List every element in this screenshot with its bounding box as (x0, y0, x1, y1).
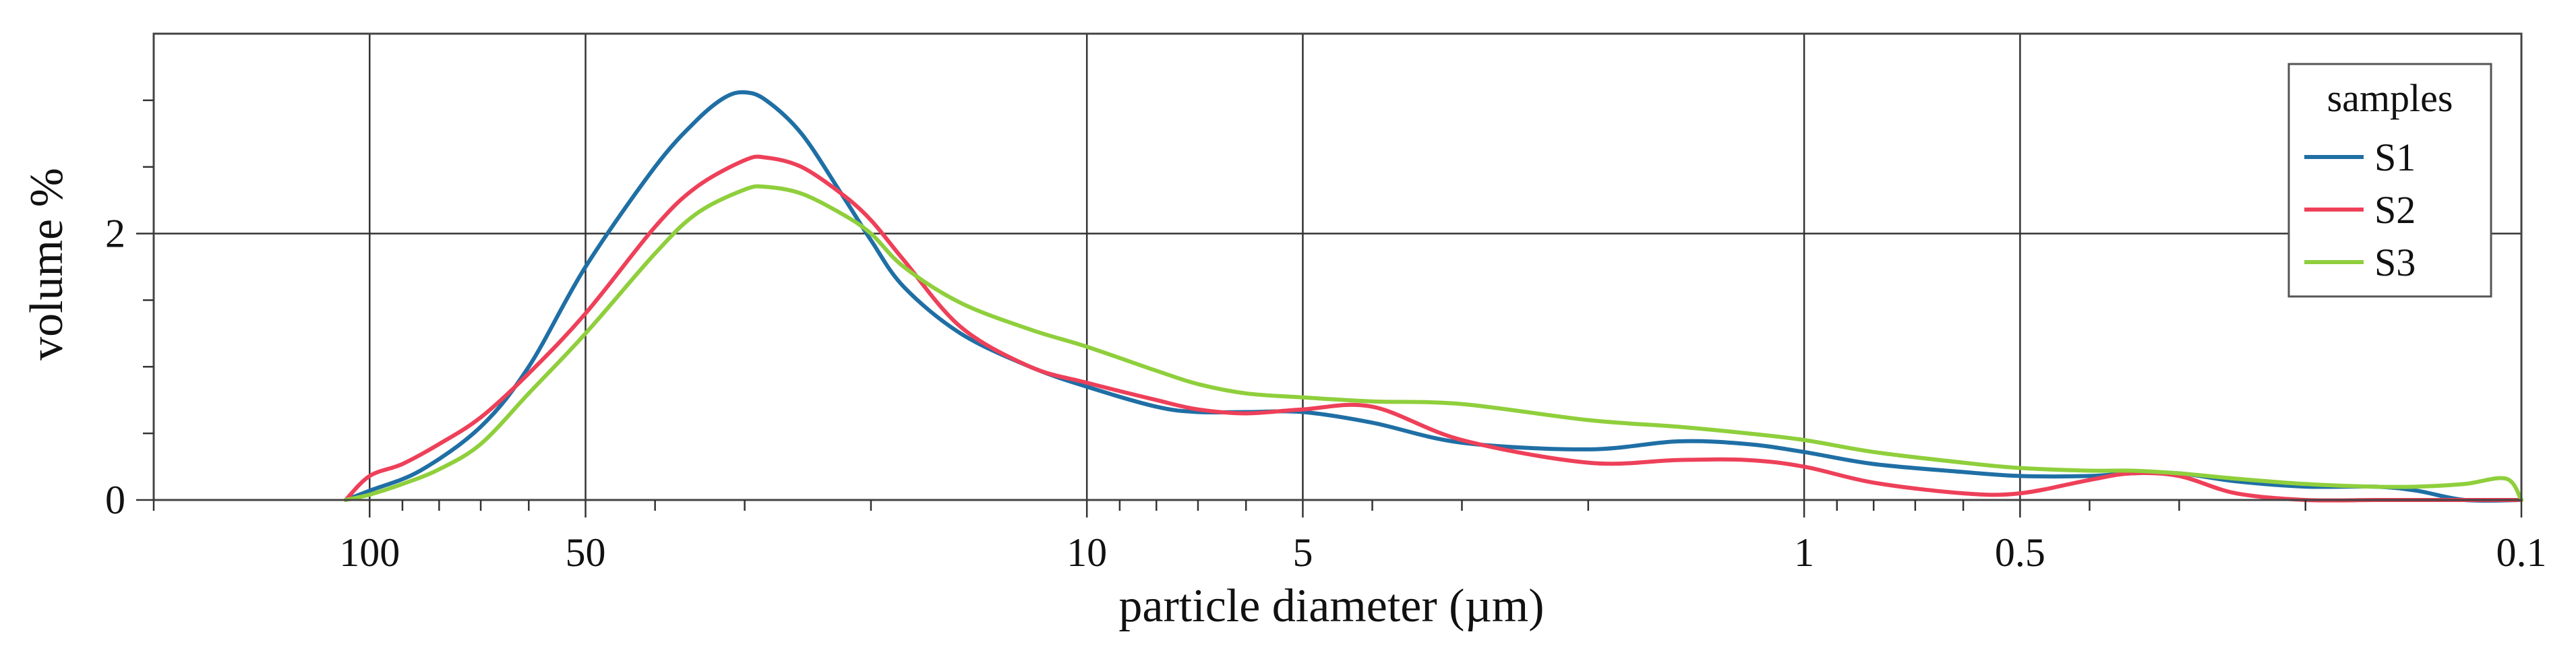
legend-box (2287, 63, 2492, 298)
grid-lines (154, 34, 2523, 501)
series-lines (343, 90, 2523, 503)
legend-label-s3: S3 (2374, 241, 2416, 284)
x-tick-label: 1 (1794, 530, 1814, 575)
series-line-s2 (343, 154, 2523, 503)
x-axis-title: particle diameter (µm) (1118, 580, 1544, 632)
legend: samples S1 S2 S3 (2287, 63, 2492, 298)
tick-labels: 100 50 10 5 1 0.5 0.1 0 2 (105, 212, 2547, 575)
series-line-s3 (343, 184, 2523, 502)
x-tick-label: 50 (566, 530, 606, 575)
legend-items: S1 S2 S3 (2304, 135, 2416, 284)
x-tick-label: 0.5 (1995, 530, 2045, 575)
y-tick-label: 2 (105, 212, 125, 256)
y-tick-label: 0 (105, 478, 125, 522)
series-line-s1 (343, 90, 2523, 503)
legend-title: samples (2327, 76, 2453, 120)
x-tick-label: 5 (1292, 530, 1313, 575)
x-tick-label: 0.1 (2496, 530, 2547, 575)
x-tick-label: 10 (1067, 530, 1107, 575)
legend-label-s1: S1 (2374, 135, 2416, 179)
legend-label-s2: S2 (2374, 188, 2416, 232)
plot-frame (152, 32, 2523, 501)
y-axis-title: volume % (21, 168, 73, 360)
axis-ticks (136, 99, 2523, 517)
x-tick-label: 100 (339, 530, 400, 575)
